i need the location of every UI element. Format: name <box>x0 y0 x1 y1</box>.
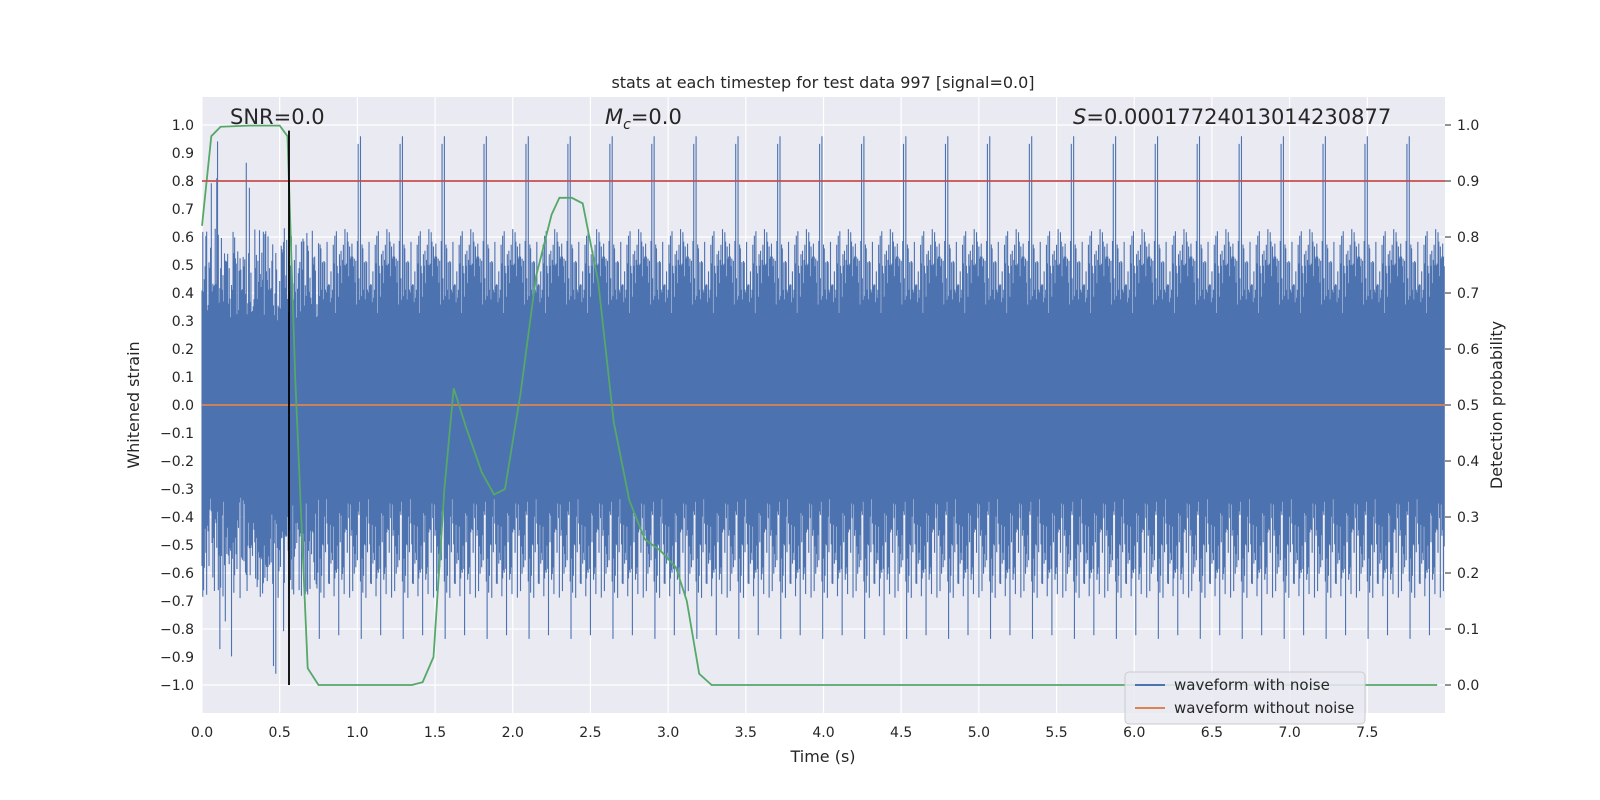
x-tick-label: 4.5 <box>890 725 912 741</box>
s-annotation: S=0.00017724013014230877 <box>1073 105 1391 129</box>
y-right-tick-label: 0.2 <box>1457 566 1479 582</box>
y-tick-label: −0.6 <box>160 566 194 582</box>
x-tick-label: 1.0 <box>346 725 368 741</box>
x-tick-label: 2.5 <box>579 725 601 741</box>
x-tick-label: 5.5 <box>1045 725 1067 741</box>
detection-probability-line <box>201 124 1438 686</box>
x-tick-label: 5.0 <box>968 725 990 741</box>
x-tick-label: 1.5 <box>424 725 446 741</box>
s-value: =0.00017724013014230877 <box>1086 105 1391 129</box>
y-axis-label: Whitened strain <box>124 341 143 468</box>
chart-title: stats at each timestep for test data 997… <box>611 73 1034 92</box>
y-tick-label: 1.0 <box>172 118 194 134</box>
y-right-tick-label: 0.7 <box>1457 286 1479 302</box>
y-tick-label: −0.4 <box>160 510 194 526</box>
x-tick-label: 3.0 <box>657 725 679 741</box>
y-tick-label: 0.1 <box>172 370 194 386</box>
x-axis-label: Time (s) <box>789 747 855 766</box>
s-symbol: S <box>1073 105 1086 129</box>
y-tick-label: −0.7 <box>160 594 194 610</box>
mc-annotation: Mc=0.0 <box>605 105 682 133</box>
x-tick-label: 4.0 <box>812 725 834 741</box>
x-ticks: 0.0 0.5 1.0 1.5 2.0 2.5 3.0 3.5 4.0 4.5 5.0 5.5 6.0 6… <box>191 725 1379 741</box>
y-tick-label: 0.0 <box>172 398 194 414</box>
y-right-tick-label: 0.4 <box>1457 454 1479 470</box>
y-tick-label: 0.6 <box>172 230 194 246</box>
y-tick-label: −0.8 <box>160 622 194 638</box>
y-right-tick-label: 0.5 <box>1457 398 1479 414</box>
y-tick-label: 0.5 <box>172 258 194 274</box>
waveform-with-noise-line <box>201 136 1445 674</box>
y-right-tick-label: 0.1 <box>1457 622 1479 638</box>
legend-label-clean: waveform without noise <box>1174 699 1354 717</box>
x-tick-label: 7.0 <box>1278 725 1300 741</box>
line-series <box>201 124 1445 686</box>
y-axis-right-label: Detection probability <box>1487 321 1506 489</box>
y-tick-label: 0.7 <box>172 202 194 218</box>
y-right-tick-label: 0.6 <box>1457 342 1479 358</box>
snr-annotation: SNR=0.0 <box>230 105 325 129</box>
y-right-tick-label: 0.9 <box>1457 174 1479 190</box>
x-tick-label: 6.5 <box>1201 725 1223 741</box>
y-tick-label: −0.5 <box>160 538 194 554</box>
y-tick-label: −1.0 <box>160 678 194 694</box>
y-right-tick-label: 0.0 <box>1457 678 1479 694</box>
noise-series <box>201 136 1445 674</box>
mc-value: =0.0 <box>631 105 682 129</box>
x-tick-label: 0.5 <box>269 725 291 741</box>
x-tick-label: 3.5 <box>735 725 757 741</box>
y-ticks: 1.0 0.9 0.8 0.7 0.6 0.5 0.4 0.3 0.2 0.1 0.0 −0.1 −0.… <box>160 118 194 694</box>
legend: waveform with noise waveform without noi… <box>1124 671 1366 725</box>
x-tick-label: 6.0 <box>1123 725 1145 741</box>
legend-label-noise: waveform with noise <box>1174 676 1330 694</box>
y-right-tick-label: 0.8 <box>1457 230 1479 246</box>
y-tick-label: −0.1 <box>160 426 194 442</box>
y-right-tick-label: 0.3 <box>1457 510 1479 526</box>
x-tick-label: 7.5 <box>1356 725 1378 741</box>
y-tick-label: 0.4 <box>172 286 194 302</box>
y-ticks-right: 1.0 0.9 0.8 0.7 0.6 0.5 0.4 0.3 0.2 0.1 0.0 <box>1445 118 1479 694</box>
y-right-tick-label: 1.0 <box>1457 118 1479 134</box>
y-tick-label: −0.3 <box>160 482 194 498</box>
mc-subscript: c <box>623 117 631 133</box>
legend-box <box>1124 671 1366 725</box>
y-tick-label: 0.8 <box>172 174 194 190</box>
x-tick-label: 2.0 <box>502 725 524 741</box>
mc-symbol: M <box>605 105 623 129</box>
y-tick-label: 0.3 <box>172 314 194 330</box>
y-tick-label: −0.9 <box>160 650 194 666</box>
y-tick-label: 0.9 <box>172 146 194 162</box>
y-tick-label: −0.2 <box>160 454 194 470</box>
y-tick-label: 0.2 <box>172 342 194 358</box>
x-tick-label: 0.0 <box>191 725 213 741</box>
